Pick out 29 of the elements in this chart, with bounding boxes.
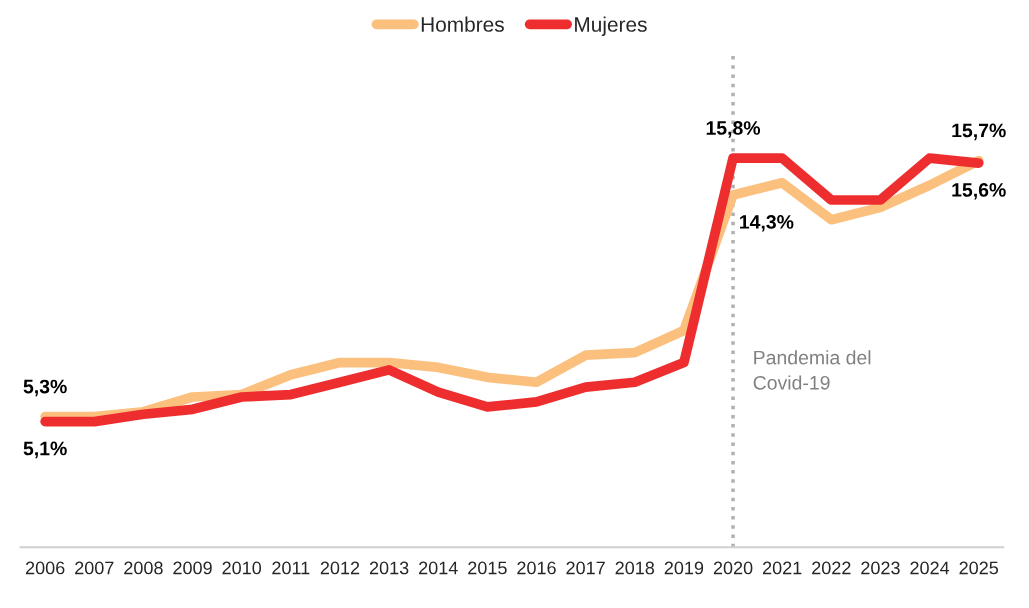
x-tick-label: 2022 xyxy=(812,561,851,575)
x-tick-label: 2017 xyxy=(566,561,605,575)
data-label: 14,3% xyxy=(740,215,794,232)
ref-line-label: Pandemia del Covid-19 xyxy=(753,350,871,390)
legend-label: Hombres xyxy=(421,16,504,32)
x-tick-label: 2009 xyxy=(173,561,212,575)
x-tick-label: 2020 xyxy=(713,561,753,575)
x-tick-label: 2010 xyxy=(222,561,262,575)
x-tick-label: 2012 xyxy=(320,561,360,575)
x-tick-label: 2018 xyxy=(615,561,655,575)
x-tick-label: 2021 xyxy=(763,561,802,575)
x-tick-label: 2025 xyxy=(959,561,999,575)
data-label: 15,6% xyxy=(952,183,1006,200)
x-tick-label: 2024 xyxy=(910,561,950,575)
x-tick-label: 2015 xyxy=(468,561,507,575)
data-label: 15,7% xyxy=(952,123,1006,141)
x-tick-label: 2016 xyxy=(517,561,556,575)
x-tick-label: 2006 xyxy=(25,561,65,575)
data-label: 5,3% xyxy=(23,379,67,397)
x-tick-label: 2014 xyxy=(419,561,458,575)
x-tick-label: 2007 xyxy=(75,561,114,575)
x-tick-label: 2013 xyxy=(369,561,409,575)
data-label: 15,8% xyxy=(706,121,761,138)
data-label: 5,1% xyxy=(23,441,67,459)
x-tick-label: 2008 xyxy=(124,561,163,575)
x-tick-label: 2019 xyxy=(664,561,704,575)
x-tick-label: 2011 xyxy=(272,561,310,575)
legend-label: Mujeres xyxy=(575,16,647,36)
x-tick-label: 2023 xyxy=(861,561,900,575)
